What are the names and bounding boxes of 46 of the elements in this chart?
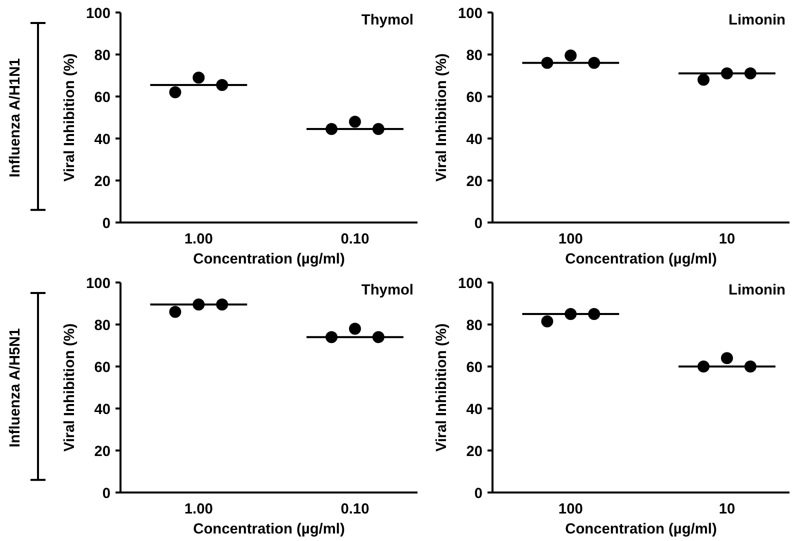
y-tick-label: 100 [458,6,483,22]
y-axis-title: Viral Inhibition (%) [434,323,450,452]
y-tick-label: 100 [458,276,483,292]
y-tick-label: 0 [102,216,111,232]
text: Influenza A/H5N1 [8,328,24,448]
y-tick-label: 80 [94,48,111,64]
y-tick-label: 60 [94,360,111,376]
chart-title: Limonin [728,282,786,298]
y-tick-label: 20 [94,444,111,460]
x-tick-label: 0.10 [340,232,370,248]
x-tick-label: 10 [718,502,736,518]
x-tick-label: 0.10 [340,502,370,518]
x-axis-title: Concentration (µg/ml) [565,252,717,268]
x-tick-label: 100 [558,502,583,518]
y-tick-label: 0 [474,486,483,502]
y-tick-label: 20 [466,444,483,460]
x-tick-label: 100 [558,232,583,248]
y-tick-label: 20 [94,174,111,190]
chart-title: Limonin [728,12,786,28]
y-tick-label: 40 [466,132,483,148]
y-tick-label: 40 [466,402,483,418]
y-axis-title: Viral Inhibition (%) [434,53,450,182]
y-tick-label: 40 [94,132,111,148]
y-tick-label: 100 [86,6,111,22]
y-tick-label: 40 [94,402,111,418]
y-axis-title: Viral Inhibition (%) [62,53,78,182]
x-tick-label: 10 [718,232,736,248]
y-axis-title: Viral Inhibition (%) [62,323,78,452]
y-tick-label: 80 [466,318,483,334]
y-tick-label: 0 [474,216,483,232]
y-tick-label: 100 [86,276,111,292]
chart-title: Thymol [361,282,414,298]
y-tick-label: 80 [466,48,483,64]
y-tick-label: 60 [466,90,483,106]
y-tick-label: 60 [466,360,483,376]
y-tick-label: 60 [94,90,111,106]
x-tick-label: 1.00 [184,502,213,518]
x-axis-title: Concentration (µg/ml) [193,252,345,268]
y-tick-label: 0 [102,486,111,502]
x-axis-title: Concentration (µg/ml) [565,522,717,538]
y-tick-label: 20 [466,174,483,190]
text: Influenza A/H1N1 [8,58,24,178]
x-axis-title: Concentration (µg/ml) [193,522,345,538]
x-tick-label: 1.00 [184,232,213,248]
chart-title: Thymol [361,12,414,28]
y-tick-label: 80 [94,318,111,334]
